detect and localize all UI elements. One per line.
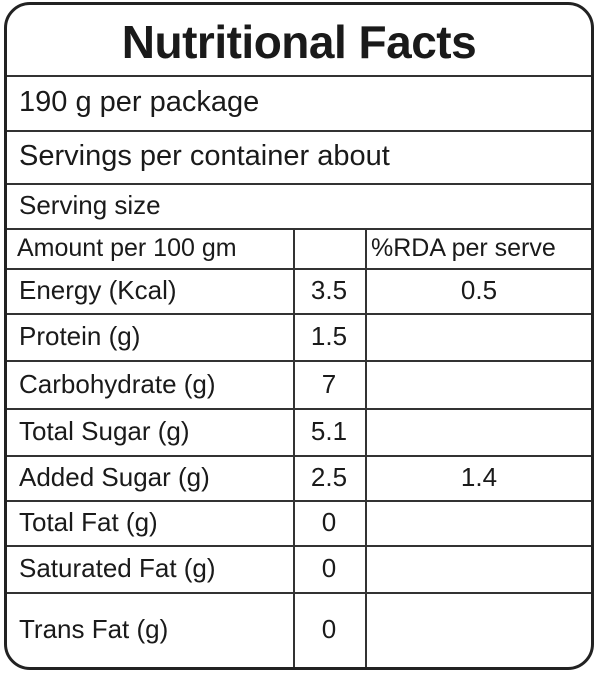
nutrient: Energy (Kcal) [19, 275, 177, 305]
title: Nutritional Facts [121, 15, 477, 68]
divider [7, 130, 591, 132]
amount: 5.1 [310, 416, 348, 446]
nutrient: Added Sugar (g) [19, 462, 210, 492]
amount: 2.5 [310, 462, 348, 492]
divider [7, 500, 591, 502]
amount: 3.5 [310, 275, 348, 305]
column-line [293, 228, 295, 667]
column-line [365, 228, 367, 667]
amount: 0 [321, 613, 337, 644]
nutrient: Trans Fat (g) [19, 613, 169, 644]
nutrient: Carbohydrate (g) [19, 368, 216, 399]
nutrition-label: Nutritional Facts 190 g per package Servi… [4, 2, 594, 670]
info-text: 190 g per package [19, 86, 260, 118]
rda: 0.5 [460, 275, 498, 305]
amount: 0 [321, 507, 337, 537]
nutrient: Total Fat (g) [19, 507, 158, 537]
divider [7, 313, 591, 315]
nutrient: Total Sugar (g) [19, 416, 190, 446]
divider [7, 592, 591, 594]
divider [7, 268, 591, 270]
amount: 0 [321, 553, 337, 583]
amount: 1.5 [310, 321, 348, 351]
divider [7, 183, 591, 185]
divider [7, 228, 591, 230]
divider [7, 455, 591, 457]
rda: 1.4 [460, 462, 498, 492]
info-text: Servings per container about [19, 140, 390, 172]
info-text: Serving size [19, 190, 161, 220]
divider [7, 408, 591, 410]
nutrient: Protein (g) [19, 321, 141, 351]
nutrient: Saturated Fat (g) [19, 553, 216, 583]
divider [7, 545, 591, 547]
amount: 7 [321, 368, 337, 399]
divider [7, 75, 591, 77]
divider [7, 360, 591, 362]
column-header: %RDA per serve [371, 233, 556, 262]
column-header: Amount per 100 gm [17, 233, 237, 262]
